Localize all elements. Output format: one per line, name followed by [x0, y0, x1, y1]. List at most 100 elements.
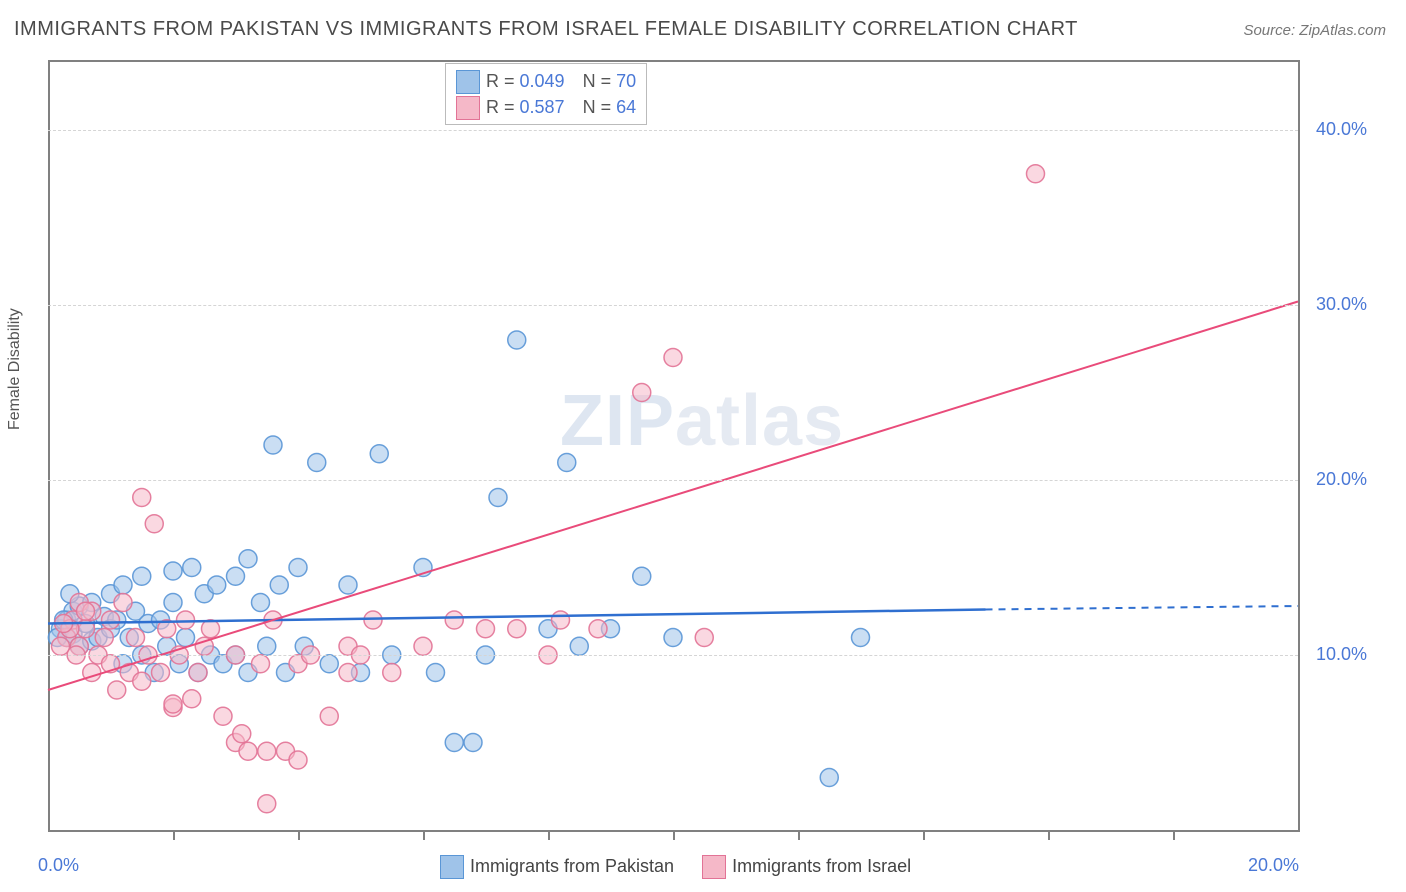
x-tick-minor [798, 830, 800, 840]
y-tick-label: 30.0% [1316, 294, 1367, 315]
data-point [289, 751, 307, 769]
x-tick-minor [423, 830, 425, 840]
data-point [308, 454, 326, 472]
x-tick-minor [673, 830, 675, 840]
legend-bottom: Immigrants from Pakistan Immigrants from … [440, 855, 939, 879]
data-point [589, 620, 607, 638]
y-tick-label: 20.0% [1316, 469, 1367, 490]
legend-r-label: R = [486, 71, 520, 91]
data-point [445, 734, 463, 752]
data-point [202, 620, 220, 638]
x-tick-label: 0.0% [38, 855, 79, 876]
x-tick-label: 20.0% [1248, 855, 1299, 876]
legend-n-label: N = [583, 97, 617, 117]
data-point [152, 664, 170, 682]
data-point [258, 742, 276, 760]
data-point [164, 695, 182, 713]
data-point [264, 436, 282, 454]
data-point [633, 567, 651, 585]
legend-r-label: R = [486, 97, 520, 117]
data-point [489, 489, 507, 507]
y-tick-label: 10.0% [1316, 644, 1367, 665]
data-point [177, 611, 195, 629]
legend-series-label: Immigrants from Pakistan [470, 856, 674, 876]
data-point [664, 349, 682, 367]
data-point [664, 629, 682, 647]
data-point [164, 562, 182, 580]
data-point [183, 690, 201, 708]
data-point [239, 742, 257, 760]
trend-line-dashed [986, 606, 1299, 610]
data-point [508, 331, 526, 349]
data-point [233, 725, 251, 743]
data-point [852, 629, 870, 647]
x-tick-minor [173, 830, 175, 840]
data-point [258, 795, 276, 813]
data-point [133, 489, 151, 507]
data-point [270, 576, 288, 594]
data-point [183, 559, 201, 577]
data-point [239, 550, 257, 568]
data-point [95, 629, 113, 647]
data-point [114, 594, 132, 612]
data-point [464, 734, 482, 752]
data-point [695, 629, 713, 647]
data-point [164, 594, 182, 612]
legend-swatch [456, 70, 480, 94]
gridline-h [48, 655, 1298, 656]
data-point [133, 672, 151, 690]
data-point [1027, 165, 1045, 183]
data-point [208, 576, 226, 594]
page-title: IMMIGRANTS FROM PAKISTAN VS IMMIGRANTS F… [14, 18, 1078, 41]
data-point [258, 637, 276, 655]
data-point [133, 567, 151, 585]
chart-svg [48, 60, 1298, 830]
legend-stat-row: R = 0.587 N = 64 [456, 94, 636, 120]
x-tick-minor [298, 830, 300, 840]
legend-r-value: 0.049 [520, 71, 565, 91]
data-point [414, 637, 432, 655]
data-point [570, 637, 588, 655]
legend-r-value: 0.587 [520, 97, 565, 117]
x-tick-minor [1048, 830, 1050, 840]
data-point [114, 576, 132, 594]
data-point [189, 664, 207, 682]
data-point [339, 664, 357, 682]
legend-series-label: Immigrants from Israel [732, 856, 911, 876]
data-point [383, 664, 401, 682]
data-point [252, 655, 270, 673]
legend-stat-row: R = 0.049 N = 70 [456, 68, 636, 94]
data-point [445, 611, 463, 629]
gridline-h [48, 130, 1298, 131]
source-credit: Source: ZipAtlas.com [1243, 22, 1386, 39]
gridline-h [48, 480, 1298, 481]
data-point [370, 445, 388, 463]
data-point [427, 664, 445, 682]
legend-n-value: 70 [616, 71, 636, 91]
data-point [320, 655, 338, 673]
data-point [127, 629, 145, 647]
data-point [52, 637, 70, 655]
data-point [320, 707, 338, 725]
data-point [633, 384, 651, 402]
legend-n-label: N = [583, 71, 617, 91]
data-point [558, 454, 576, 472]
x-tick-minor [1173, 830, 1175, 840]
data-point [77, 602, 95, 620]
data-point [508, 620, 526, 638]
data-point [339, 576, 357, 594]
legend-swatch [702, 855, 726, 879]
data-point [820, 769, 838, 787]
legend-n-value: 64 [616, 97, 636, 117]
data-point [227, 567, 245, 585]
data-point [477, 620, 495, 638]
data-point [214, 707, 232, 725]
data-point [108, 681, 126, 699]
x-tick-minor [923, 830, 925, 840]
legend-swatch [440, 855, 464, 879]
data-point [177, 629, 195, 647]
data-point [552, 611, 570, 629]
legend-swatch [456, 96, 480, 120]
data-point [102, 611, 120, 629]
y-tick-label: 40.0% [1316, 119, 1367, 140]
